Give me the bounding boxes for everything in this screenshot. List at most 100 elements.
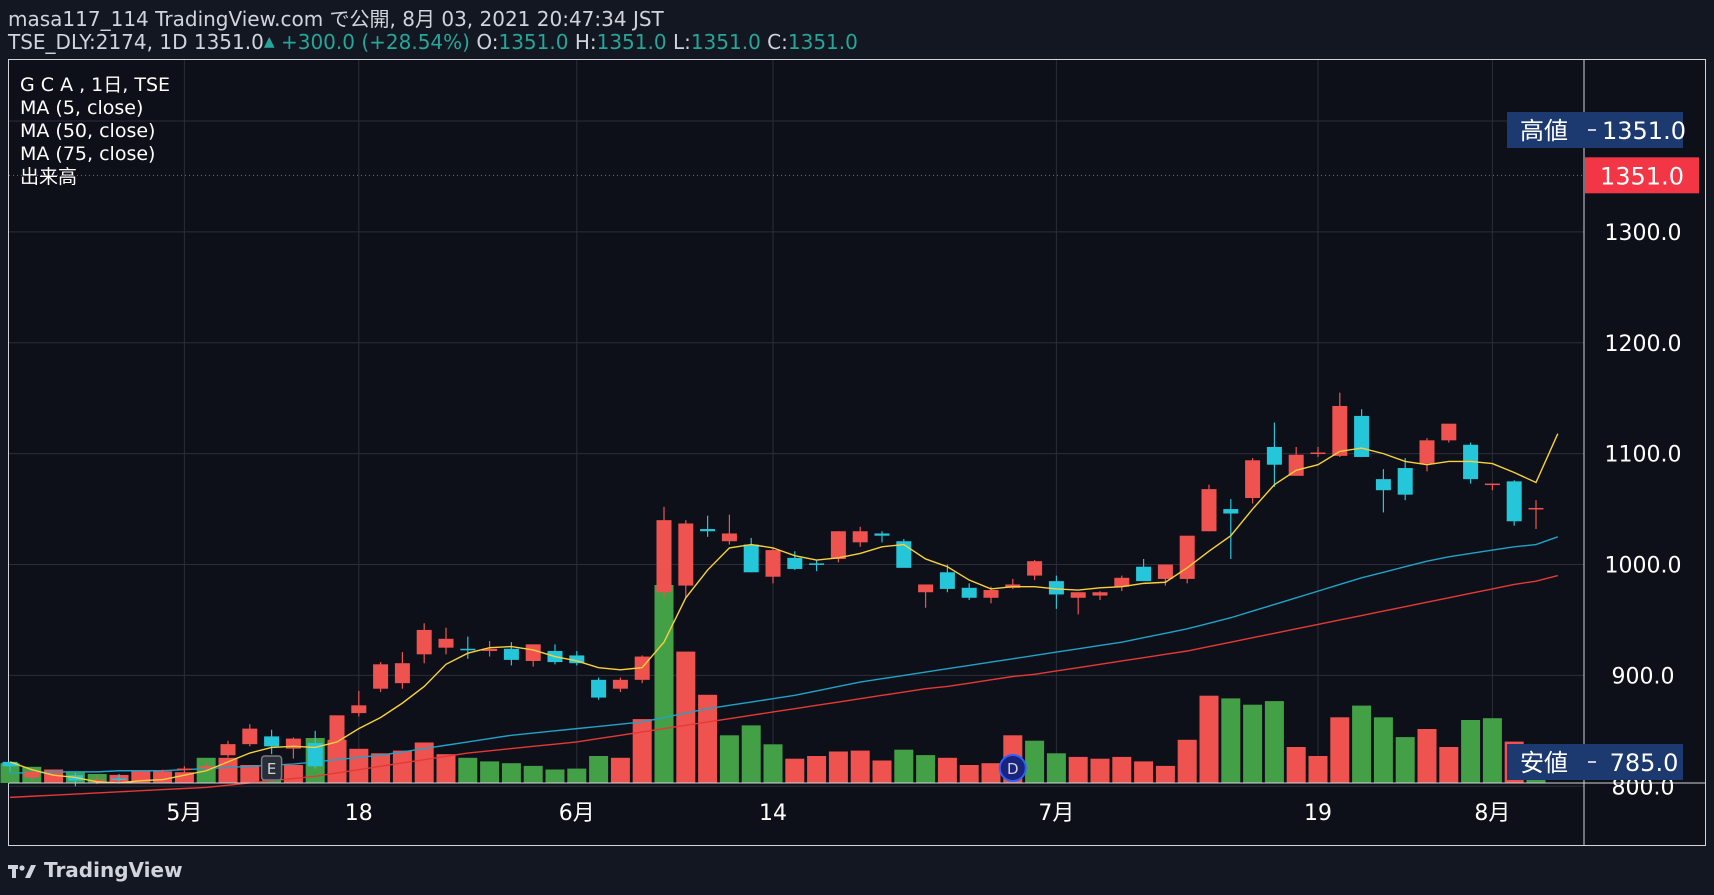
volume-bar-29 (632, 719, 652, 783)
tradingview-footer: TradingView (8, 858, 183, 882)
footer-brand: TradingView (44, 858, 183, 882)
low-price-label-text-0: 安値 (1520, 749, 1568, 777)
volume-bar-41 (894, 749, 914, 783)
volume-bar-56 (1221, 698, 1241, 783)
candle-body-47 (1027, 561, 1043, 576)
volume-bar-26 (567, 768, 587, 783)
event-marker-label-1: D (1007, 760, 1019, 778)
volume-bar-20 (436, 754, 456, 783)
candle-body-56 (1223, 509, 1239, 514)
candle-body-70 (1528, 507, 1544, 510)
candle-body-8 (176, 768, 192, 771)
volume-bar-33 (719, 735, 739, 783)
volume-bar-22 (480, 761, 500, 783)
legend-ma50[interactable]: MA (50, close) (20, 120, 156, 142)
x-tick-label-3: 14 (759, 801, 787, 826)
candle-body-45 (983, 590, 999, 598)
candle-body-55 (1201, 489, 1217, 532)
volume-bar-45 (981, 763, 1001, 783)
volume-bar-21 (458, 757, 478, 783)
volume-bar-32 (698, 694, 718, 783)
candle-body-24 (525, 644, 541, 661)
candle-body-35 (765, 550, 781, 577)
volume-bar-37 (807, 756, 827, 783)
volume-bar-60 (1308, 756, 1328, 783)
high-value: 1351.0 (596, 30, 667, 54)
candle-body-57 (1245, 460, 1261, 498)
volume-bar-19 (414, 742, 434, 783)
volume-bar-36 (785, 758, 805, 783)
volume-bar-24 (523, 765, 543, 783)
x-tick-label-4: 7月 (1038, 801, 1074, 826)
candle-body-4 (89, 779, 105, 782)
candle-body-13 (285, 738, 301, 749)
volume-bar-48 (1046, 753, 1066, 783)
volume-bar-27 (589, 756, 609, 783)
low-price-label-text-1: 785.0 (1610, 749, 1679, 777)
candle-body-14 (307, 743, 323, 767)
candle-body-58 (1266, 446, 1282, 465)
candle-body-50 (1092, 592, 1108, 596)
ma50-line (10, 536, 1559, 774)
legend-title[interactable]: G C A , 1日, TSE (20, 74, 171, 96)
last-price-label-bg (1585, 157, 1699, 194)
candle-body-37 (809, 563, 825, 565)
volume-bar-42 (916, 755, 936, 783)
volume-bar-31 (676, 651, 696, 783)
open-label: O: (476, 30, 499, 54)
volume-bar-38 (828, 751, 848, 783)
candle-body-18 (394, 663, 410, 684)
volume-bar-63 (1373, 717, 1393, 783)
open-value: 1351.0 (498, 30, 569, 54)
candle-body-38 (830, 531, 846, 559)
volume-bar-28 (610, 757, 630, 783)
volume-bar-44 (959, 765, 979, 783)
y-tick-label-4: 1000.0 (1605, 554, 1682, 579)
candle-body-11 (242, 728, 258, 745)
candle-body-51 (1114, 577, 1130, 587)
candle-body-33 (721, 533, 737, 542)
last-price-label-text: 1351.0 (1600, 162, 1684, 190)
candle-body-63 (1375, 479, 1391, 491)
candle-body-19 (416, 629, 432, 655)
volume-bar-23 (501, 763, 521, 783)
volume-bar-55 (1199, 695, 1219, 783)
candle-body-9 (198, 766, 214, 769)
indicator-legend: G C A , 1日, TSE MA (5, close) MA (50, cl… (20, 74, 170, 189)
candle-body-36 (787, 557, 803, 569)
low-label: L: (672, 30, 691, 54)
close-label: C: (767, 30, 788, 54)
volume-bar-47 (1025, 740, 1045, 783)
candle-body-41 (896, 541, 912, 568)
volume-bar-30 (654, 585, 674, 783)
event-marker-bg-1 (998, 754, 1027, 782)
volume-bar-53 (1155, 765, 1175, 783)
volume-bar-18 (392, 750, 412, 783)
volume-bar-50 (1090, 758, 1110, 783)
volume-bar-66 (1439, 747, 1459, 783)
high-price-label-text-1: 1351.0 (1602, 117, 1686, 145)
legend-ma75[interactable]: MA (75, close) (20, 143, 156, 165)
candle-body-16 (351, 705, 367, 714)
candle-body-10 (220, 744, 236, 756)
candle-body-69 (1506, 481, 1522, 522)
candle-body-54 (1179, 535, 1195, 579)
candle-body-21 (460, 648, 476, 651)
legend-ma5[interactable]: MA (5, close) (20, 97, 144, 119)
volume-bar-39 (850, 750, 870, 783)
last-price: 1351.0 (193, 30, 264, 54)
candle-body-34 (743, 544, 759, 573)
candle-body-52 (1136, 566, 1152, 582)
volume-bar-68 (1482, 718, 1502, 783)
volume-bar-65 (1417, 729, 1437, 783)
candle-body-1 (24, 771, 40, 778)
candle-body-64 (1397, 468, 1413, 495)
price-change: +300.0 (+28.54%) (280, 30, 470, 54)
candle-body-0 (2, 761, 18, 767)
candle-body-22 (482, 648, 498, 652)
candle-body-48 (1048, 581, 1064, 595)
volume-bar-64 (1395, 737, 1415, 783)
legend-volume[interactable]: 出来高 (20, 166, 78, 188)
candle-body-62 (1354, 415, 1370, 457)
